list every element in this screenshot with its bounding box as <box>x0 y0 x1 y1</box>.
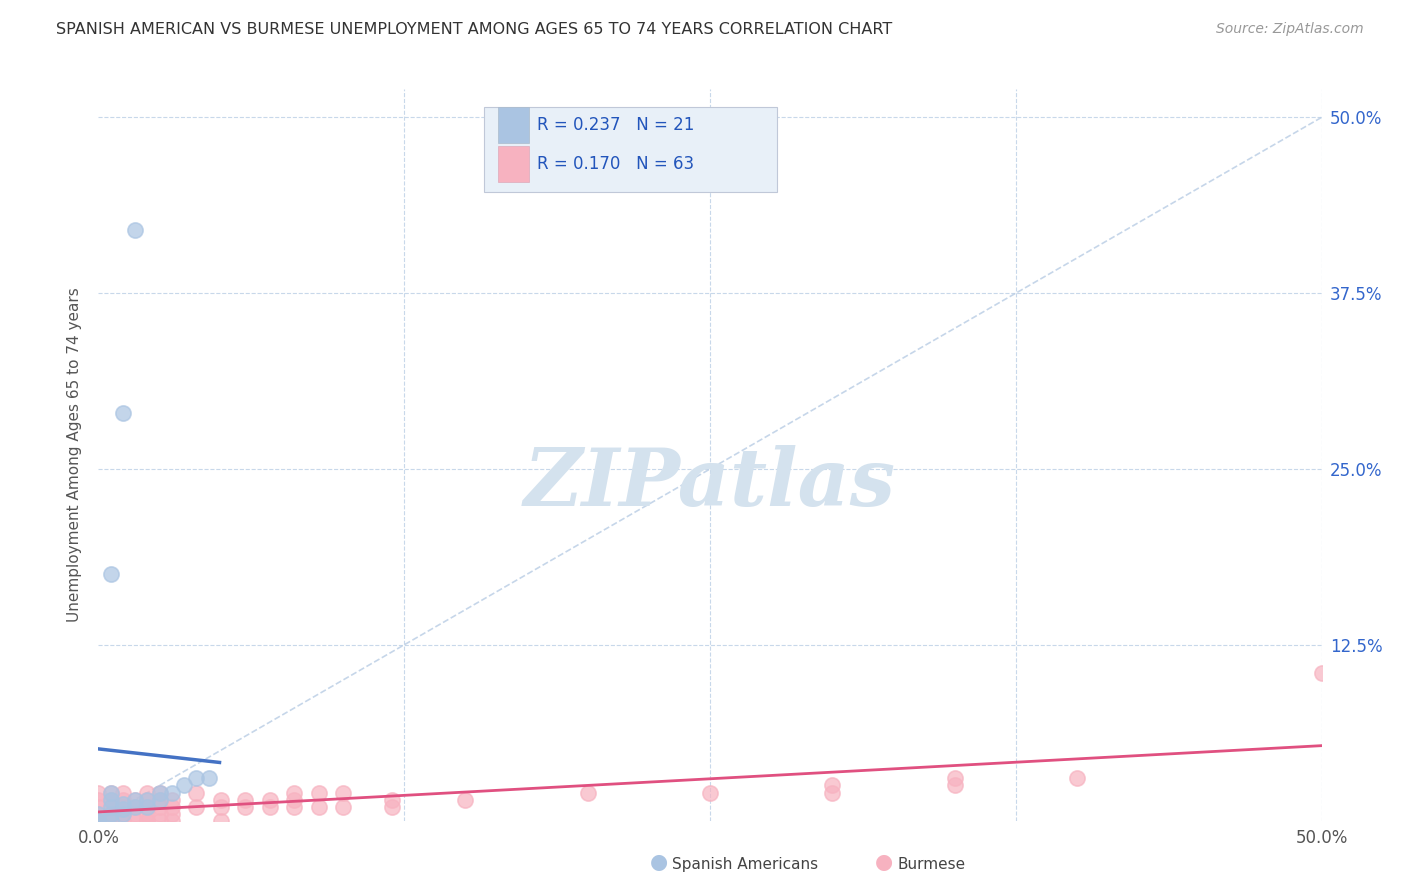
Point <box>87 814 110 828</box>
Point <box>1066 772 1088 786</box>
Point <box>233 792 256 806</box>
Point <box>283 792 305 806</box>
Point <box>209 792 232 806</box>
Point <box>259 799 281 814</box>
Point <box>111 785 134 799</box>
Y-axis label: Unemployment Among Ages 65 to 74 years: Unemployment Among Ages 65 to 74 years <box>67 287 83 623</box>
Point <box>124 806 146 821</box>
Point <box>308 785 330 799</box>
Point <box>332 799 354 814</box>
Point <box>100 567 122 582</box>
Point <box>186 785 208 799</box>
Point <box>136 785 159 799</box>
Point <box>259 792 281 806</box>
Text: R = 0.237   N = 21: R = 0.237 N = 21 <box>537 116 695 134</box>
Point <box>87 814 110 828</box>
Point <box>308 799 330 814</box>
Point <box>87 799 110 814</box>
Point <box>87 792 110 806</box>
Point <box>332 785 354 799</box>
Point <box>136 792 159 806</box>
Point <box>943 772 966 786</box>
Point <box>186 799 208 814</box>
Point <box>943 779 966 793</box>
Point <box>233 799 256 814</box>
Point <box>699 785 721 799</box>
Point <box>100 792 122 806</box>
Point <box>1310 665 1333 680</box>
Point <box>111 792 134 806</box>
Point <box>87 814 110 828</box>
Point <box>821 785 844 799</box>
Point <box>821 779 844 793</box>
Point <box>136 799 159 814</box>
Point <box>111 406 134 420</box>
Point <box>87 814 110 828</box>
Point <box>124 799 146 814</box>
Text: SPANISH AMERICAN VS BURMESE UNEMPLOYMENT AMONG AGES 65 TO 74 YEARS CORRELATION C: SPANISH AMERICAN VS BURMESE UNEMPLOYMENT… <box>56 22 893 37</box>
Point <box>186 772 208 786</box>
Point <box>100 785 122 799</box>
Point <box>111 802 134 816</box>
Text: R = 0.170   N = 63: R = 0.170 N = 63 <box>537 154 695 173</box>
Point <box>100 799 122 814</box>
Point <box>576 785 599 799</box>
Point <box>209 814 232 828</box>
Point <box>283 785 305 799</box>
Point <box>149 799 172 814</box>
Point <box>124 223 146 237</box>
Point <box>100 814 122 828</box>
Point <box>136 799 159 814</box>
Point <box>111 806 134 821</box>
Point <box>124 792 146 806</box>
Point <box>160 792 183 806</box>
Point <box>136 792 159 806</box>
Point <box>209 799 232 814</box>
Point <box>160 785 183 799</box>
Point <box>124 792 146 806</box>
Point <box>111 797 134 811</box>
Point <box>124 799 146 814</box>
Text: Source: ZipAtlas.com: Source: ZipAtlas.com <box>1216 22 1364 37</box>
Point <box>111 799 134 814</box>
Point <box>149 792 172 806</box>
Point <box>100 785 122 799</box>
Point <box>100 806 122 821</box>
Text: ●: ● <box>875 853 893 872</box>
Point <box>100 792 122 806</box>
Point <box>160 799 183 814</box>
Point <box>111 806 134 821</box>
Point <box>111 814 134 828</box>
Point <box>149 785 172 799</box>
Point <box>283 799 305 814</box>
Point <box>173 779 195 793</box>
Point <box>149 814 172 828</box>
Point <box>87 814 110 828</box>
Point <box>160 806 183 821</box>
Point <box>100 814 122 828</box>
Point <box>87 806 110 821</box>
Text: ●: ● <box>650 853 668 872</box>
Point <box>454 792 477 806</box>
Point <box>381 792 404 806</box>
Point <box>87 785 110 799</box>
Point <box>100 806 122 821</box>
Point <box>197 772 219 786</box>
Text: Spanish Americans: Spanish Americans <box>672 857 818 872</box>
Text: Burmese: Burmese <box>897 857 965 872</box>
Point <box>136 814 159 828</box>
Point <box>381 799 404 814</box>
Point <box>149 792 172 806</box>
Point <box>100 799 122 814</box>
Point <box>136 814 159 828</box>
Point <box>87 806 110 821</box>
Point <box>100 814 122 828</box>
Point <box>160 814 183 828</box>
Point <box>124 814 146 828</box>
Point <box>149 785 172 799</box>
Point <box>149 806 172 821</box>
Point <box>136 806 159 821</box>
Text: ZIPatlas: ZIPatlas <box>524 445 896 523</box>
